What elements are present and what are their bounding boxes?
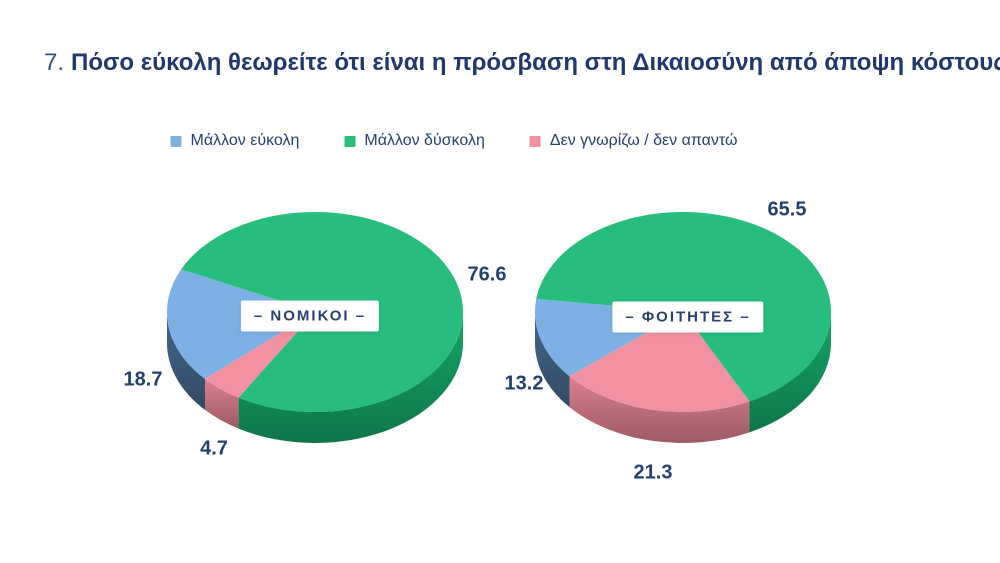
legend-item-easy: Μάλλον εύκολη — [170, 132, 300, 150]
legend-swatch-easy-icon — [170, 135, 182, 147]
pie-chart-foitites: 13.2 65.5 21.3 – ΦΟΙΤΗΤΕΣ – — [463, 170, 903, 520]
legend-swatch-dontknow-icon — [529, 135, 541, 147]
question-text: Πόσο εύκολη θεωρείτε ότι είναι η πρόσβασ… — [71, 49, 1000, 77]
pie-svg-foitites — [535, 212, 831, 443]
legend-item-dontknow: Δεν γνωρίζω / δεν απαντώ — [529, 132, 738, 150]
legend-label-easy: Μάλλον εύκολη — [190, 132, 300, 149]
legend-label-dontknow: Δεν γνωρίζω / δεν απαντώ — [549, 132, 738, 149]
pie-group-label-foitites: – ΦΟΙΤΗΤΕΣ – — [612, 301, 764, 333]
chart-legend: Μάλλον εύκολη Μάλλον δύσκολη Δεν γνωρίζω… — [170, 132, 738, 150]
pie-chart-nomikoi: 18.7 76.6 4.7 – ΝΟΜΙΚΟΙ – — [95, 170, 535, 520]
value-label-foitites-easy: 13.2 — [504, 372, 544, 395]
value-label-nomikoi-difficult: 76.6 — [467, 263, 507, 286]
value-label-foitites-difficult: 65.5 — [767, 198, 807, 221]
question-title: 7. Πόσο εύκολη θεωρείτε ότι είναι η πρόσβ… — [44, 49, 1000, 78]
pie-group-label-nomikoi: – ΝΟΜΙΚΟΙ – — [240, 300, 380, 332]
legend-swatch-difficult-icon — [344, 135, 356, 147]
value-label-nomikoi-dontknow: 4.7 — [200, 437, 228, 460]
legend-item-difficult: Μάλλον δύσκολη — [344, 132, 485, 150]
value-label-foitites-dontknow: 21.3 — [633, 461, 673, 484]
question-number: 7. — [44, 49, 65, 77]
legend-label-difficult: Μάλλον δύσκολη — [364, 132, 485, 149]
value-label-nomikoi-easy: 18.7 — [123, 368, 163, 391]
